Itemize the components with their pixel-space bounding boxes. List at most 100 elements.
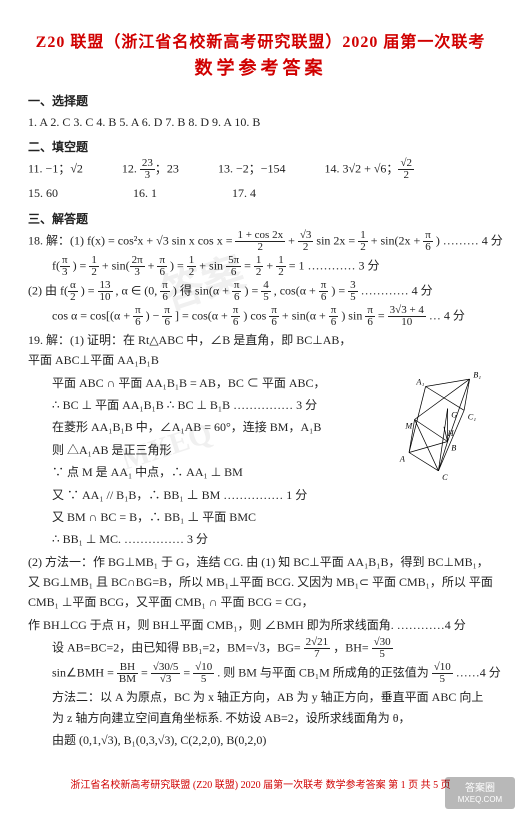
fn: π [269, 305, 279, 317]
section-solve: 三、解答题 [28, 210, 493, 227]
q19-p6: 由题 (0,1,√3), B₁(0,3,√3), C(2,2,0), B(0,2… [28, 730, 493, 750]
svg-text:H: H [447, 429, 455, 438]
fd: 6 [231, 317, 241, 328]
t: . 则 BM 与平面 CB₁M 所成角的正弦值为 [217, 666, 432, 680]
q13: 13. −2；−154 [218, 162, 286, 176]
choice-answers: 1. A 2. C 3. C 4. B 5. A 6. D 7. B 8. D … [28, 112, 493, 132]
t: ……4 分 [456, 666, 501, 680]
fn: 1 [254, 255, 264, 267]
fd: 2 [89, 267, 99, 278]
q12-frac-d: 3 [140, 170, 155, 181]
q19-p5: 方法二：以 A 为原点，BC 为 x 轴正方向，AB 为 y 轴正方向，垂直平面… [28, 687, 493, 728]
fd: 2 [276, 267, 286, 278]
svg-text:C₁: C₁ [468, 413, 477, 422]
q18-l1: 18. 解：(1) f(x) = cos²x + √3 sin x cos x … [28, 230, 493, 253]
t: = [141, 666, 151, 680]
t: + [148, 258, 158, 272]
fn: 3√3 + 4 [388, 305, 426, 317]
t: + sin(2x + [371, 233, 424, 247]
svg-text:A: A [399, 455, 406, 464]
svg-text:B: B [451, 444, 456, 453]
fn: 3 [348, 280, 358, 292]
fn: π [60, 255, 70, 267]
t: ) = [331, 283, 348, 297]
prism-diagram: ABCA₁B₁C₁MGH [377, 370, 487, 480]
t: = 1 ………… 3 分 [289, 258, 380, 272]
svg-text:M: M [404, 422, 413, 431]
t: f( [52, 258, 60, 272]
fd: 6 [162, 317, 172, 328]
t: ) − [146, 308, 163, 322]
fn: 1 [187, 255, 197, 267]
fd: 6 [269, 317, 279, 328]
t: + sin(α + [282, 308, 329, 322]
t: sin∠BMH = [52, 666, 117, 680]
fn: 1 [358, 230, 368, 242]
fd: 6 [423, 242, 433, 253]
q19-p2a: (2) 方法一：作 BG⊥MB₁ 于 G，连结 CG. 由 (1) 知 BC⊥平… [28, 552, 493, 613]
t: ] = cos(α + [175, 308, 231, 322]
t: + sin [199, 258, 226, 272]
t: ) cos [243, 308, 269, 322]
fn: π [365, 305, 375, 317]
fd: 5 [348, 292, 358, 303]
fd: 6 [329, 317, 339, 328]
t: ) = [73, 258, 90, 272]
t: , α ∈ (0, [116, 283, 161, 297]
q19-l9: ∴ BB₁ ⊥ MC. …………… 3 分 [28, 529, 493, 549]
t: 18. 解：(1) f(x) = cos²x + √3 sin x cos x … [28, 233, 235, 247]
fn: π [160, 280, 170, 292]
svg-text:B₁: B₁ [473, 370, 481, 379]
fn: π [231, 305, 241, 317]
t: , cos(α + [274, 283, 319, 297]
t: ) = [81, 283, 98, 297]
fn: π [157, 255, 167, 267]
t: ) = [170, 258, 187, 272]
fn: π [319, 280, 329, 292]
fd: 2 [358, 242, 368, 253]
t: = [378, 308, 388, 322]
badge-t1: 答案圈 [465, 783, 495, 795]
t: ) = [244, 283, 261, 297]
t: … 4 分 [429, 308, 465, 322]
page-subtitle: 数学参考答案 [28, 54, 493, 80]
fd: 10 [98, 292, 113, 303]
t: ) sin [341, 308, 365, 322]
badge-t2: MXEQ.COM [458, 795, 502, 805]
fd: 10 [388, 317, 426, 328]
fill-row-2: 15. 60 16. 1 17. 4 [28, 183, 493, 203]
fn: α [68, 280, 78, 292]
fd: √3 [151, 674, 181, 685]
q12a: 12. [122, 162, 140, 176]
fd: 5 [261, 292, 271, 303]
q11: 11. −1；√2 [28, 162, 83, 176]
fd: 2 [254, 267, 264, 278]
t: 设 AB=BC=2，由已知得 BB₁=2，BM=√3，BG= [52, 641, 301, 655]
t: ………… 4 分 [361, 283, 433, 297]
fd: 2 [235, 242, 285, 253]
q14-frac-d: 2 [398, 170, 414, 181]
q12b: ；23 [155, 162, 179, 176]
t: cos α = cos[(α + [52, 308, 133, 322]
t: = [183, 666, 193, 680]
q19-l1: 19. 解：(1) 证明：在 Rt△ABC 中，∠B 是直角，即 BC⊥AB，平… [28, 330, 493, 371]
fd: 5 [372, 649, 393, 660]
q19-p4: sin∠BMH = BHBM = √30/5√3 = √105 . 则 BM 与… [28, 662, 493, 685]
q14: 14. 3√2 + √6； [324, 162, 398, 176]
fd: 2 [298, 242, 314, 253]
svg-text:G: G [451, 411, 457, 420]
fd: 2 [68, 292, 78, 303]
t: ，BH= [333, 641, 368, 655]
fd: 6 [133, 317, 143, 328]
q18-l4: cos α = cos[(α + π6 ) − π6 ] = cos(α + π… [28, 305, 493, 328]
q16: 16. 1 [133, 186, 157, 200]
fn: 4 [261, 280, 271, 292]
t: ) 得 sin(α + [173, 283, 232, 297]
fd: 6 [226, 267, 241, 278]
section-fill: 二、填空题 [28, 138, 493, 155]
fd: 5 [432, 674, 453, 685]
q18-l2: f(π3 ) = 12 + sin(2π3 + π6 ) = 12 + sin … [28, 255, 493, 278]
fn: 2π [130, 255, 145, 267]
t: ) ……… 4 分 [436, 233, 503, 247]
t: = [244, 258, 254, 272]
